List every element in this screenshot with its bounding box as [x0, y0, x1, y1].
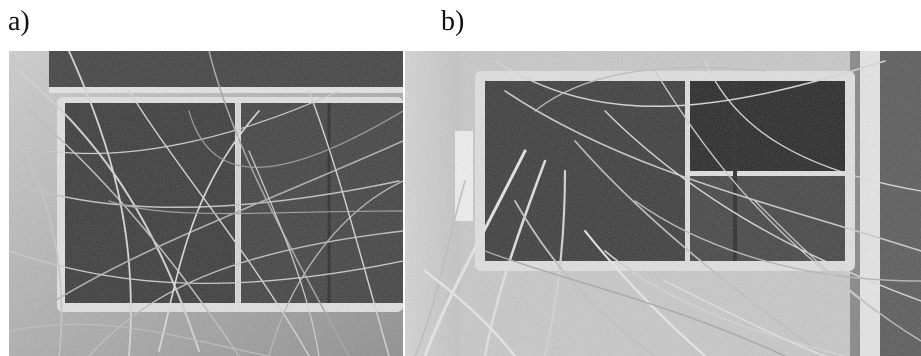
photo-grain — [9, 51, 403, 356]
grass-blades — [414, 60, 921, 356]
photo-a — [9, 51, 403, 356]
photo-a-canvas — [9, 51, 403, 356]
grass-blades — [9, 51, 403, 356]
photo-b-canvas — [405, 51, 921, 356]
panel-label-a: a) — [8, 6, 30, 37]
photo-grain — [405, 51, 921, 356]
panel-label-b: b) — [441, 6, 465, 37]
photo-b — [405, 51, 921, 356]
